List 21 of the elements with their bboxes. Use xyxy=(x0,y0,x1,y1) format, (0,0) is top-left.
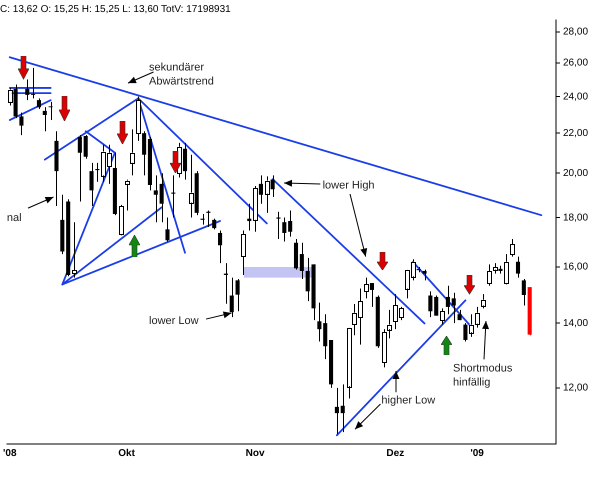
y-tick-label: 12,00 xyxy=(562,382,588,394)
annotation: higher Low xyxy=(381,394,436,407)
chart-title: C: 13,62 O: 15,25 H: 15,25 L: 13,60 TotV: 17198931 xyxy=(0,4,232,15)
x-tick-label: '08 xyxy=(2,448,17,459)
y-tick-label: 24,00 xyxy=(562,91,588,102)
annotation: lower High xyxy=(322,180,375,192)
y-tick-label: 18,00 xyxy=(562,212,588,224)
annotation: Shortmodus hinfällig xyxy=(453,362,513,388)
x-tick-label: Nov xyxy=(246,448,265,459)
x-tick-label: Dez xyxy=(386,448,404,459)
annotation: nal xyxy=(6,212,22,224)
y-tick-label: 16,00 xyxy=(562,262,588,273)
y-tick-label: 26,00 xyxy=(562,58,588,69)
y-tick-label: 20,00 xyxy=(562,168,588,179)
x-tick-label: Okt xyxy=(118,448,136,459)
y-tick-label: 14,00 xyxy=(562,318,588,329)
y-tick-label: 22,00 xyxy=(562,128,588,139)
y-tick-label: 28,00 xyxy=(562,26,588,38)
annotation: sekundärer Abwärtstrend xyxy=(149,61,214,88)
x-tick-label: '09 xyxy=(470,448,484,459)
annotation: lower Low xyxy=(149,314,199,327)
